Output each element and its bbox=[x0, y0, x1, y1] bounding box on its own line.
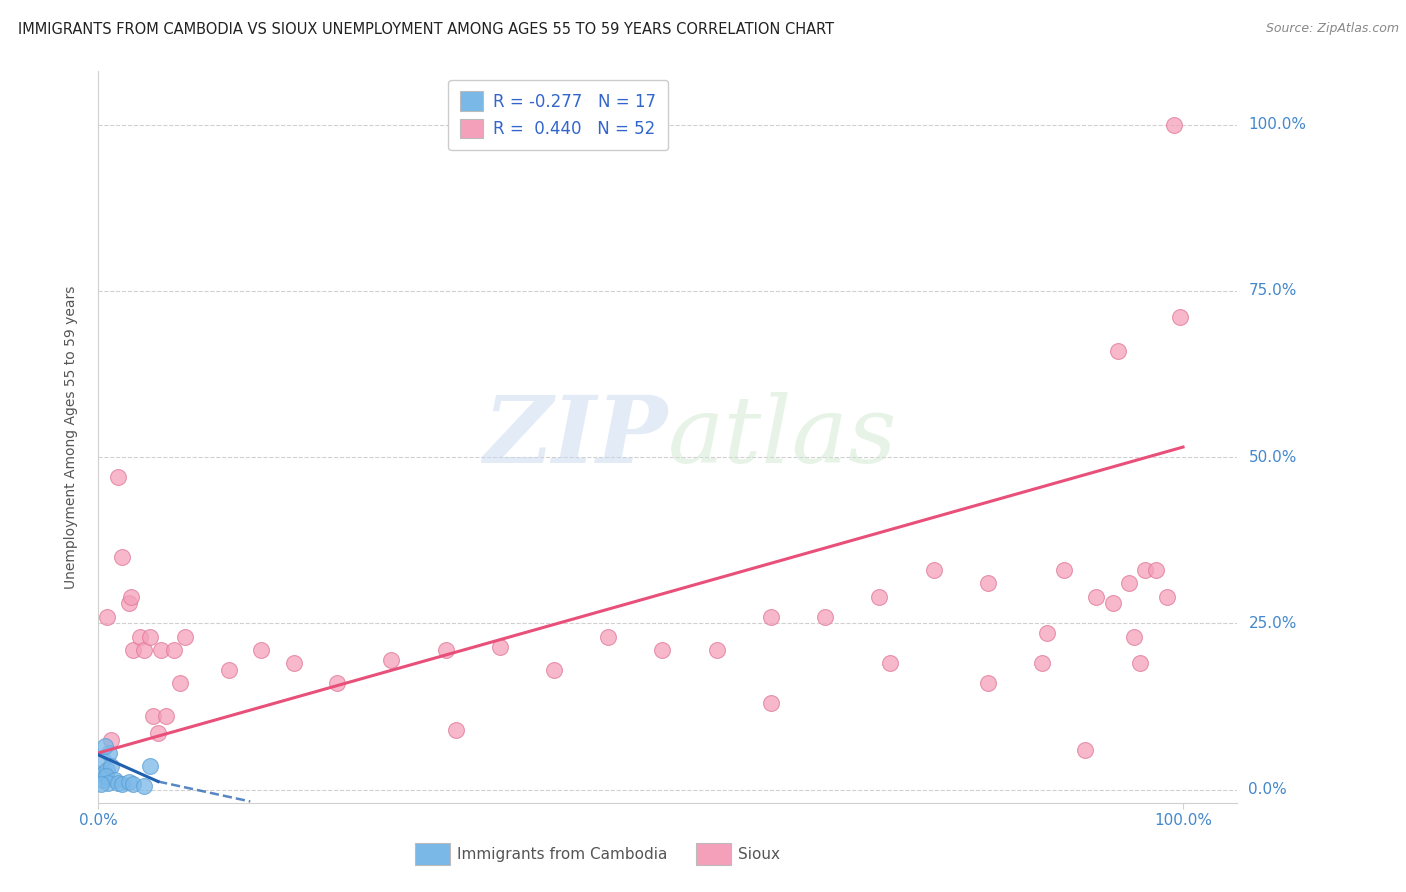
Point bbox=[139, 630, 162, 644]
Point bbox=[1074, 742, 1097, 756]
Text: 75.0%: 75.0% bbox=[1249, 284, 1296, 298]
Point bbox=[90, 772, 112, 787]
Point bbox=[1085, 590, 1108, 604]
Legend: R = -0.277   N = 17, R =  0.440   N = 52: R = -0.277 N = 17, R = 0.440 N = 52 bbox=[449, 79, 668, 150]
Point bbox=[488, 640, 510, 654]
Text: Sioux: Sioux bbox=[738, 847, 780, 862]
Point bbox=[146, 726, 169, 740]
Point bbox=[104, 772, 127, 787]
Point bbox=[598, 630, 620, 644]
Point bbox=[1123, 630, 1146, 644]
Point bbox=[1133, 563, 1156, 577]
Point bbox=[759, 696, 782, 710]
Point bbox=[155, 709, 177, 723]
Point bbox=[1118, 576, 1140, 591]
Point bbox=[163, 643, 186, 657]
Point bbox=[111, 777, 134, 791]
Text: IMMIGRANTS FROM CAMBODIA VS SIOUX UNEMPLOYMENT AMONG AGES 55 TO 59 YEARS CORRELA: IMMIGRANTS FROM CAMBODIA VS SIOUX UNEMPL… bbox=[18, 22, 834, 37]
Point bbox=[814, 609, 837, 624]
Point bbox=[651, 643, 673, 657]
Y-axis label: Unemployment Among Ages 55 to 59 years: Unemployment Among Ages 55 to 59 years bbox=[63, 285, 77, 589]
Point bbox=[380, 653, 402, 667]
Point bbox=[1101, 596, 1123, 610]
Point bbox=[1031, 656, 1053, 670]
Point bbox=[122, 777, 145, 791]
Point bbox=[120, 590, 142, 604]
Point bbox=[250, 643, 273, 657]
Text: 50.0%: 50.0% bbox=[1249, 450, 1296, 465]
Point bbox=[118, 596, 141, 610]
Point bbox=[174, 630, 197, 644]
Point bbox=[434, 643, 457, 657]
Point bbox=[218, 663, 240, 677]
Point bbox=[1163, 118, 1185, 132]
Point bbox=[100, 759, 122, 773]
Point bbox=[150, 643, 173, 657]
Point bbox=[132, 779, 155, 793]
Point bbox=[283, 656, 305, 670]
Point bbox=[922, 563, 945, 577]
Point bbox=[1107, 343, 1129, 358]
Text: atlas: atlas bbox=[668, 392, 897, 482]
Point bbox=[111, 549, 134, 564]
Point bbox=[98, 746, 121, 760]
Point bbox=[977, 576, 1000, 591]
Point bbox=[94, 769, 117, 783]
Point bbox=[169, 676, 191, 690]
Point bbox=[94, 739, 117, 754]
Point bbox=[1129, 656, 1152, 670]
Point bbox=[132, 643, 155, 657]
Text: 25.0%: 25.0% bbox=[1249, 615, 1296, 631]
Point bbox=[128, 630, 150, 644]
Point bbox=[107, 470, 129, 484]
Point bbox=[326, 676, 349, 690]
Point bbox=[759, 609, 782, 624]
Point bbox=[90, 777, 112, 791]
Point bbox=[139, 759, 162, 773]
Point bbox=[1144, 563, 1167, 577]
Point bbox=[543, 663, 565, 677]
Point bbox=[977, 676, 1000, 690]
Point bbox=[100, 732, 122, 747]
Text: Immigrants from Cambodia: Immigrants from Cambodia bbox=[457, 847, 668, 862]
Point bbox=[142, 709, 165, 723]
Point bbox=[118, 774, 141, 789]
Point bbox=[107, 776, 129, 790]
Text: 0.0%: 0.0% bbox=[1249, 782, 1286, 797]
Point bbox=[1036, 626, 1059, 640]
Point bbox=[122, 643, 145, 657]
Text: ZIP: ZIP bbox=[484, 392, 668, 482]
Point bbox=[96, 763, 118, 777]
Point bbox=[93, 765, 115, 780]
Text: 100.0%: 100.0% bbox=[1249, 117, 1306, 132]
Point bbox=[97, 776, 120, 790]
Point bbox=[1053, 563, 1076, 577]
Point bbox=[1168, 310, 1191, 325]
Point bbox=[1156, 590, 1178, 604]
Point bbox=[868, 590, 890, 604]
Point bbox=[91, 753, 114, 767]
Point bbox=[96, 609, 118, 624]
Text: Source: ZipAtlas.com: Source: ZipAtlas.com bbox=[1265, 22, 1399, 36]
Point bbox=[706, 643, 728, 657]
Point bbox=[446, 723, 468, 737]
Point bbox=[879, 656, 901, 670]
